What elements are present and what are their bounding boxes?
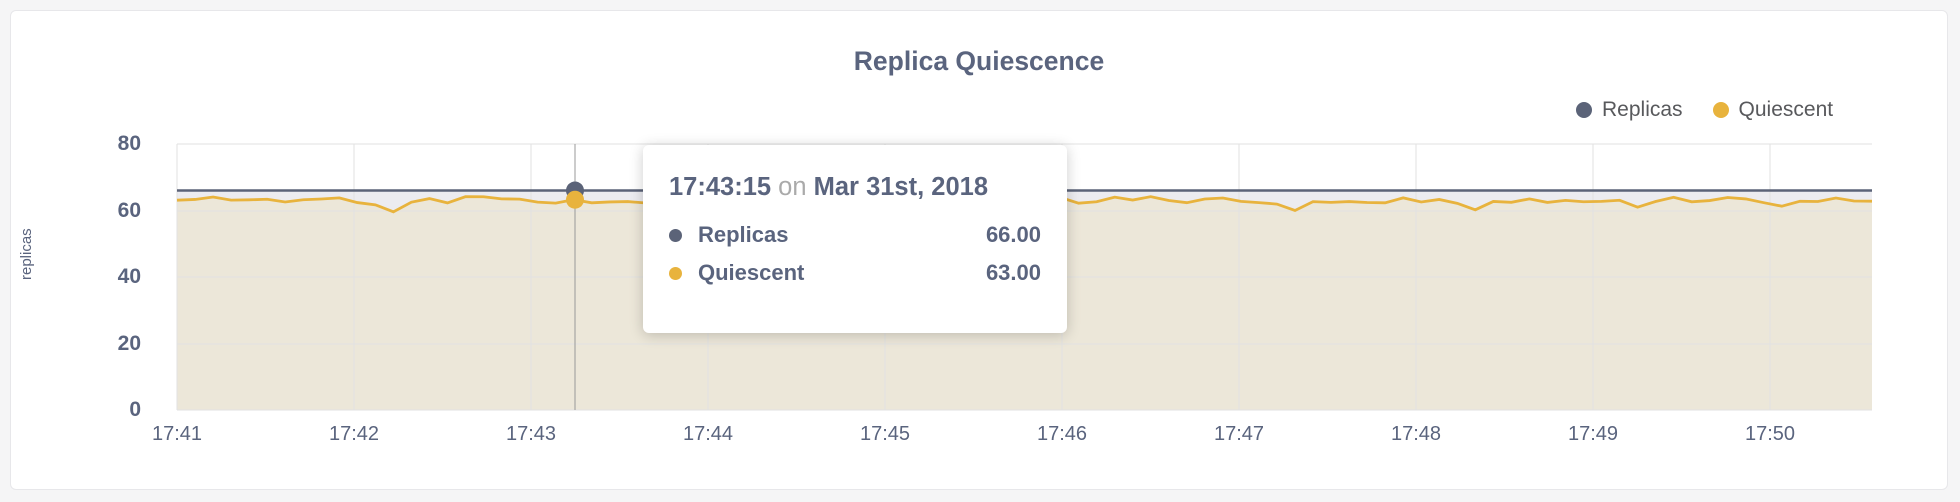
svg-text:17:41: 17:41 xyxy=(152,423,202,445)
svg-text:0: 0 xyxy=(129,398,141,421)
svg-text:17:42: 17:42 xyxy=(329,423,379,445)
svg-text:17:50: 17:50 xyxy=(1745,423,1795,445)
svg-text:17:48: 17:48 xyxy=(1391,423,1441,445)
svg-text:17:46: 17:46 xyxy=(1037,423,1087,445)
svg-text:17:44: 17:44 xyxy=(683,423,733,445)
svg-text:17:43: 17:43 xyxy=(506,423,556,445)
svg-text:20: 20 xyxy=(118,332,141,355)
svg-text:80: 80 xyxy=(118,132,141,155)
svg-text:60: 60 xyxy=(118,199,141,222)
svg-text:40: 40 xyxy=(118,265,141,288)
svg-text:17:49: 17:49 xyxy=(1568,423,1618,445)
svg-text:17:47: 17:47 xyxy=(1214,423,1264,445)
svg-text:17:45: 17:45 xyxy=(860,423,910,445)
